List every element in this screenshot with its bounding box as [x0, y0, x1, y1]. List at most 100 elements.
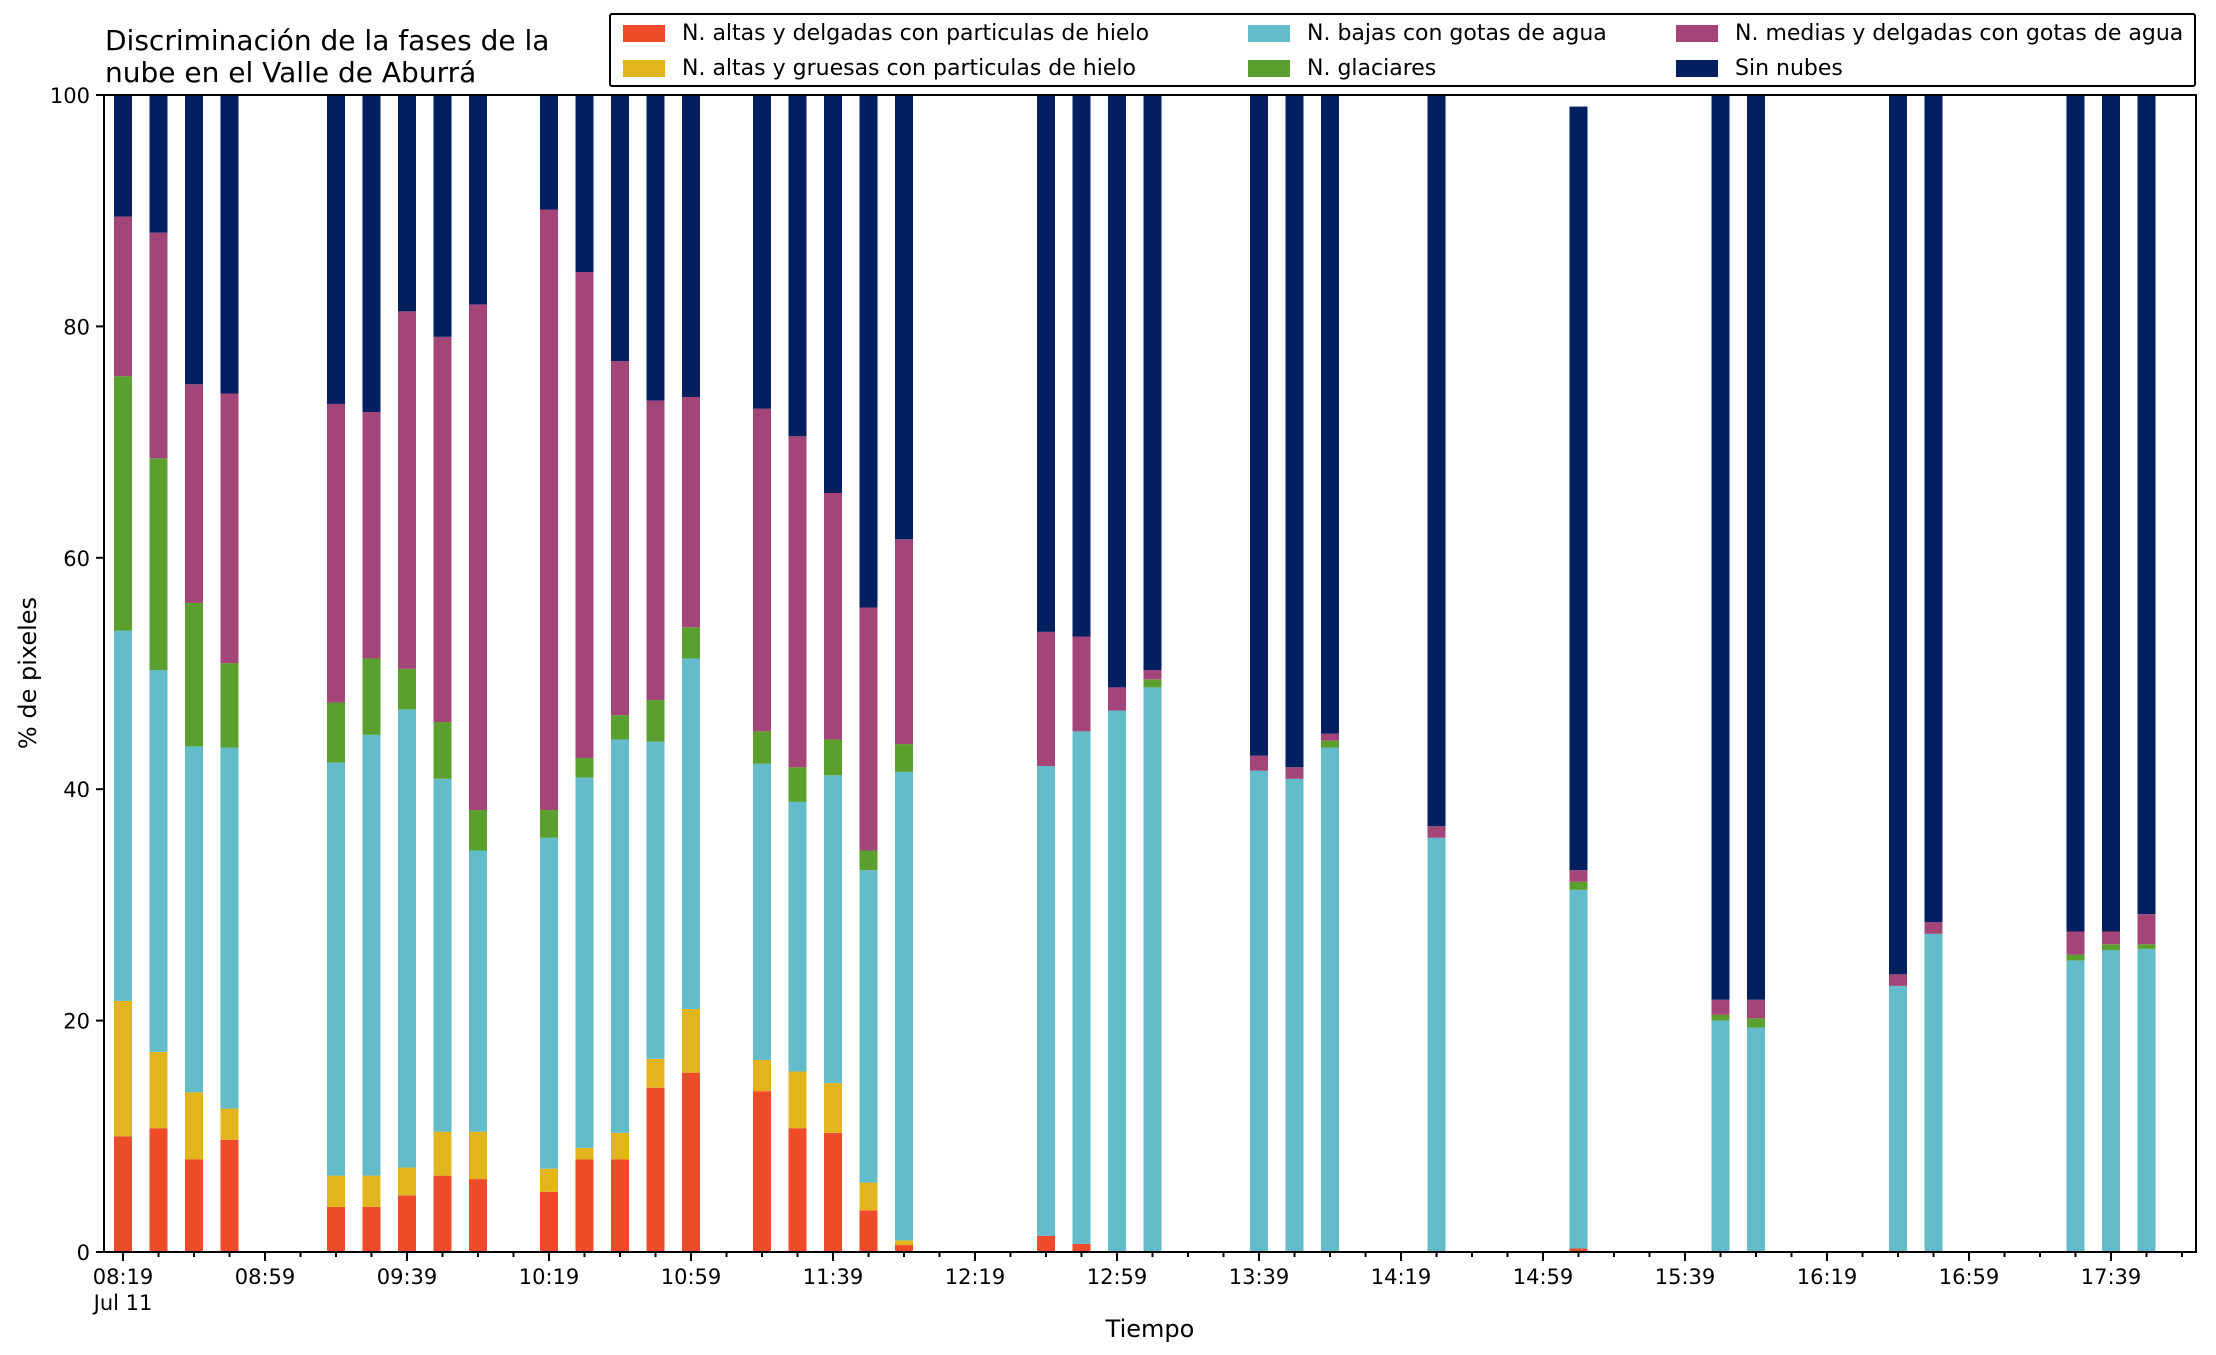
bar-segment-1729-s3	[2066, 954, 2085, 961]
x-axis-label: Tiempo	[1105, 1315, 1195, 1343]
bar-segment-0819-s3	[114, 376, 132, 631]
legend-swatch	[1676, 59, 1718, 77]
x-tick-label: 17:39	[2081, 1265, 2142, 1289]
bar-segment-0829-s2	[149, 670, 168, 1052]
bars-layer	[114, 95, 2156, 1252]
bar-segment-0959-s1	[469, 1131, 487, 1180]
bar-segment-0849-s4	[220, 393, 239, 664]
bar-segment-1749-s3	[2137, 944, 2156, 949]
bar-segment-0919-s2	[327, 762, 345, 1176]
bar-segment-1739-s4	[2102, 931, 2120, 945]
bar-segment-0939-s3	[398, 668, 416, 710]
x-tick-label: 14:59	[1513, 1265, 1574, 1289]
bar-segment-1129-s1	[788, 1071, 807, 1129]
bar-segment-1049-s0	[646, 1087, 665, 1252]
bar-segment-1019-s3	[540, 810, 558, 838]
bar-segment-1139-s0	[824, 1132, 842, 1252]
bar-segment-0929-s1	[362, 1175, 381, 1207]
bar-segment-0829-s4	[149, 232, 168, 459]
bar-segment-1359-s4	[1321, 733, 1339, 741]
legend-swatch	[1248, 24, 1290, 42]
y-axis: 0 20 40 60 80 100	[50, 84, 104, 1265]
bar-segment-1059-s3	[682, 627, 700, 659]
x-tick-label: 13:39	[1229, 1265, 1290, 1289]
bar-segment-0829-s0	[149, 1128, 168, 1252]
bar-segment-1129-s2	[788, 801, 807, 1072]
bar-segment-0819-s2	[114, 630, 132, 1001]
bar-segment-1649-s2	[1924, 933, 1943, 1252]
bar-segment-0959-s5	[469, 95, 487, 305]
bar-segment-1019-s0	[540, 1191, 558, 1252]
bar-segment-1139-s3	[824, 739, 842, 776]
legend-label: N. bajas con gotas de agua	[1307, 20, 1607, 46]
bar-segment-1119-s1	[753, 1059, 771, 1092]
bar-segment-0839-s2	[185, 746, 203, 1093]
bar-segment-1039-s0	[611, 1159, 629, 1252]
bar-segment-1639-s5	[1889, 95, 1907, 975]
bar-segment-1059-s1	[682, 1009, 700, 1073]
legend-label: N. glaciares	[1307, 55, 1437, 81]
bar-segment-1029-s1	[575, 1147, 594, 1160]
legend-item-glaciares: N. glaciares	[1248, 53, 1436, 83]
bar-segment-0949-s1	[433, 1131, 452, 1176]
bar-segment-0929-s4	[362, 412, 381, 659]
bar-segment-1149-s1	[859, 1182, 878, 1211]
bar-segment-0959-s4	[469, 304, 487, 811]
bar-segment-1749-s4	[2137, 914, 2156, 945]
bar-segment-1159-s2	[895, 771, 913, 1241]
bar-segment-0929-s3	[362, 658, 381, 735]
bar-segment-1129-s5	[788, 95, 807, 437]
bar-segment-1239-s2	[1037, 766, 1055, 1236]
bar-segment-0959-s3	[469, 810, 487, 851]
legend-label: N. medias y delgadas con gotas de agua	[1735, 20, 2184, 46]
bar-segment-1059-s4	[682, 396, 700, 628]
bar-segment-1039-s2	[611, 739, 629, 1133]
bar-segment-1039-s1	[611, 1132, 629, 1160]
x-tick-label: 08:59	[235, 1265, 296, 1289]
x-date-label: Jul 11	[92, 1291, 153, 1315]
x-tick-label: 11:39	[803, 1265, 864, 1289]
bar-segment-1729-s4	[2066, 931, 2085, 955]
bar-segment-0839-s3	[185, 602, 203, 747]
bar-segment-1729-s5	[2066, 95, 2085, 932]
bar-segment-1429-s5	[1427, 95, 1446, 827]
bar-segment-1049-s2	[646, 741, 665, 1059]
legend-item-medias: N. medias y delgadas con gotas de agua	[1676, 18, 2183, 48]
bar-segment-0919-s3	[327, 702, 345, 763]
bar-segment-0829-s5	[149, 95, 168, 233]
bar-segment-1549-s2	[1711, 1020, 1730, 1252]
x-tick-label: 16:19	[1797, 1265, 1858, 1289]
bar-segment-0939-s0	[398, 1195, 416, 1252]
bar-segment-1029-s5	[575, 95, 594, 273]
bar-segment-1649-s5	[1924, 95, 1943, 923]
bar-segment-1149-s4	[859, 607, 878, 851]
bar-segment-0849-s1	[220, 1108, 239, 1140]
bar-segment-1509-s2	[1569, 889, 1588, 1249]
bar-segment-1249-s2	[1072, 731, 1091, 1244]
bar-segment-1119-s5	[753, 95, 771, 409]
chart-title-line-2: nube en el Valle de Aburrá	[105, 56, 477, 89]
bar-segment-1159-s0	[895, 1245, 913, 1252]
x-tick-label: 10:59	[661, 1265, 722, 1289]
y-tick-label: 80	[63, 315, 90, 339]
bar-segment-1509-s5	[1569, 106, 1588, 871]
bar-segment-1019-s4	[540, 209, 558, 811]
bar-segment-0929-s0	[362, 1206, 381, 1252]
x-tick-label: 12:19	[945, 1265, 1006, 1289]
bar-segment-0839-s1	[185, 1092, 203, 1160]
bar-segment-1349-s5	[1285, 95, 1304, 768]
y-tick-label: 60	[63, 547, 90, 571]
bar-segment-1019-s5	[540, 95, 558, 210]
bar-segment-0849-s5	[220, 95, 239, 394]
bar-segment-1249-s5	[1072, 95, 1091, 637]
bar-segment-1359-s5	[1321, 95, 1339, 734]
bar-segment-0819-s1	[114, 1000, 132, 1137]
legend-item-altas-delgadas: N. altas y delgadas con particulas de hi…	[623, 18, 1149, 48]
bar-segment-1239-s0	[1037, 1235, 1055, 1252]
legend-item-bajas: N. bajas con gotas de agua	[1248, 18, 1607, 48]
bar-segment-1119-s0	[753, 1091, 771, 1252]
bar-segment-1029-s0	[575, 1159, 594, 1252]
chart-title-line-1: Discriminación de la fases de la	[105, 24, 550, 57]
bar-segment-1509-s4	[1569, 870, 1588, 882]
bar-segment-1039-s3	[611, 715, 629, 740]
